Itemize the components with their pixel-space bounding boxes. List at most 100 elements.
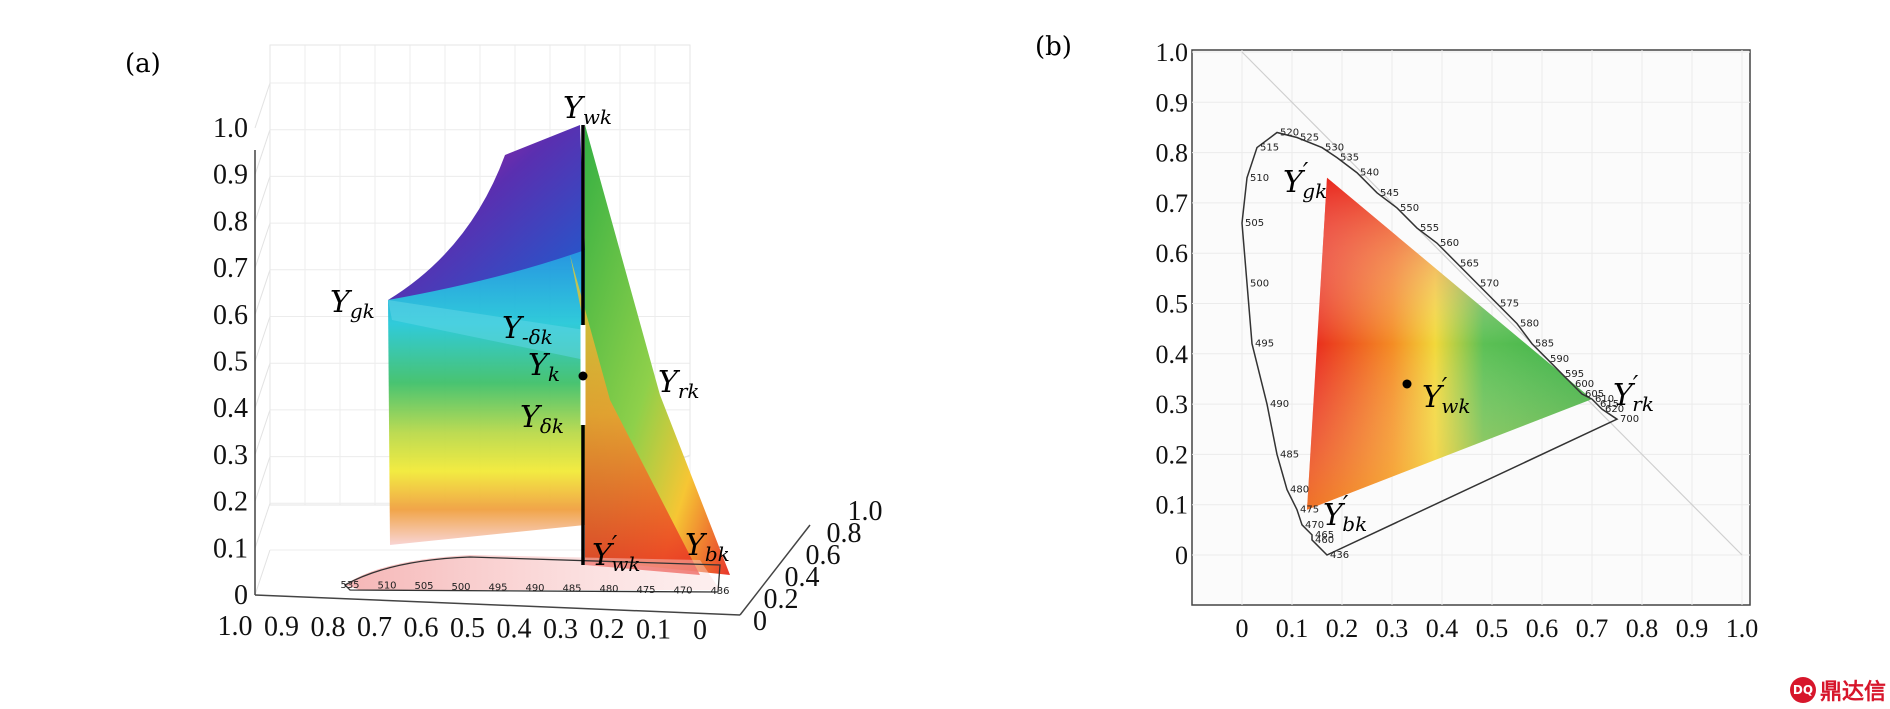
panel-a-y-tick-label: 0 [753, 606, 767, 637]
panel-b-x-tick-label: 0 [1236, 614, 1249, 643]
panel-a-x-tick-label: 0.3 [543, 614, 578, 645]
label-Yrk: Yrk [658, 365, 700, 403]
panel-a-grid-line [254, 503, 271, 549]
panel-a-y-tick-label: 0.8 [827, 518, 862, 549]
locus-wavelength-label: 495 [1255, 339, 1274, 350]
point-Yk [578, 371, 588, 381]
label-Ygk: Ygk [330, 285, 375, 323]
label-Ybk: Ybk [685, 528, 730, 566]
panel-a-z-tick-label: 0.3 [213, 440, 248, 471]
panel-b-x-ticks: 0 0.1 0.2 0.3 0.4 0.5 0.6 0.7 0.8 0.9 1.0 [1236, 614, 1759, 643]
locus-wavelength-label: 620 [1605, 404, 1624, 415]
panel-b-y-tick-label: 0.9 [1156, 88, 1189, 117]
panel-b-x-tick-label: 0.6 [1526, 614, 1559, 643]
locus-wavelength-label: 525 [1300, 133, 1319, 144]
locus-wavelength-label: 585 [1535, 339, 1554, 350]
panel-a-x-axis [254, 594, 741, 616]
locus-wavelength-label: 600 [1575, 379, 1594, 390]
panel-b-label: (b) [1035, 32, 1072, 62]
label-Yk: Yk [528, 348, 560, 386]
panel-a-x-ticks: 1.0 0.9 0.8 0.7 0.6 0.5 0.4 0.3 0.2 0.1 0 [218, 611, 708, 646]
panel-b-y-tick-label: 0.2 [1156, 440, 1189, 469]
panel-b-x-tick-label: 0.8 [1626, 614, 1659, 643]
locus-wavelength-label: 515 [1260, 143, 1279, 154]
locus-wavelength-label: 545 [1380, 188, 1399, 199]
panel-a-wavelength-label: 500 [451, 582, 470, 593]
panel-a-y-tick-label: 1.0 [848, 496, 883, 527]
locus-wavelength-label: 610 [1595, 394, 1614, 405]
panel-a-grid-line [254, 363, 271, 409]
panel-a-wavelength-labels: 535 510 505 500 495 490 485 480 475 470 436 [340, 580, 729, 597]
panel-a-grid-line [254, 549, 271, 596]
locus-wavelength-label: 575 [1500, 299, 1519, 310]
locus-wavelength-label: 560 [1440, 238, 1459, 249]
label-Ywk: Ywk [563, 91, 612, 129]
label-Yrk-prime: Y′ rk [1613, 371, 1654, 416]
panel-b-y-tick-label: 0.7 [1156, 189, 1189, 218]
panel-a-x-tick-label: 0.1 [636, 615, 671, 646]
panel-b-y-ticks: 0 0.1 0.2 0.3 0.4 0.5 0.6 0.7 0.8 0.9 1.0 [1156, 38, 1189, 570]
panel-a-y-ticks: 00.20.40.60.81.0 [753, 496, 883, 637]
locus-wavelength-label: 480 [1290, 485, 1309, 496]
panel-b-x-tick-label: 0.9 [1676, 614, 1709, 643]
panel-b-y-tick-label: 0.4 [1156, 340, 1189, 369]
panel-a-wavelength-label: 480 [599, 584, 618, 595]
surface-magenta-face [388, 125, 585, 300]
locus-wavelength-label: 436 [1330, 550, 1349, 561]
locus-wavelength-label: 615 [1600, 399, 1619, 410]
panel-b-x-tick-label: 0.5 [1476, 614, 1509, 643]
locus-wavelength-label: 475 [1300, 505, 1319, 516]
panel-a-wavelength-label: 505 [414, 581, 433, 592]
panel-b-y-tick-label: 0.6 [1156, 239, 1189, 268]
panel-a-z-tick-label: 0.6 [213, 300, 248, 331]
panel-b-y-tick-label: 0.8 [1156, 139, 1189, 168]
locus-wavelength-label: 550 [1400, 203, 1419, 214]
panel-a-wavelength-label: 436 [710, 586, 729, 597]
panel-a-x-tick-label: 0.8 [311, 612, 346, 643]
panel-a-grid-line [254, 222, 271, 269]
panel-a-grid-line [254, 456, 271, 502]
locus-wavelength-label: 590 [1550, 354, 1569, 365]
panel-a-x-tick-label: 1.0 [218, 611, 253, 642]
locus-wavelength-label: 535 [1340, 153, 1359, 164]
panel-b-x-tick-label: 1.0 [1726, 614, 1759, 643]
panel-a-wavelength-label: 475 [636, 585, 655, 596]
panel-a-x-tick-label: 0.7 [357, 612, 392, 643]
panel-b-diagonal-line [1241, 51, 1743, 556]
locus-wavelength-label: 465 [1315, 530, 1334, 541]
label-Ybk-prime: Y′ bk [1323, 491, 1367, 536]
panel-b-x-tick-label: 0.4 [1426, 614, 1459, 643]
locus-wavelength-label: 460 [1315, 535, 1334, 546]
panel-a-grid-line [254, 316, 271, 362]
panel-a-grid-line [254, 269, 271, 315]
panel-b-x-tick-label: 0.3 [1376, 614, 1409, 643]
panel-a-wavelength-label: 535 [340, 580, 359, 591]
panel-a-label: (a) [125, 49, 161, 79]
surface-cyan-band [388, 300, 585, 360]
panel-a-3d-plot: 0 0.1 0.2 0.3 0.4 0.5 0.6 0.7 0.8 0.9 1.0 1.0 0.9 0.… [125, 44, 883, 646]
panel-a-z-tick-label: 1.0 [213, 113, 248, 144]
logo-text: 鼎达信 [1819, 680, 1886, 705]
panel-a-y-tick-label: 0.2 [764, 584, 799, 615]
locus-wavelength-label: 540 [1360, 168, 1379, 179]
locus-wavelength-label: 605 [1585, 389, 1604, 400]
panel-a-grid-line [254, 409, 271, 456]
locus-wavelength-label: 595 [1565, 369, 1584, 380]
panel-a-x-tick-label: 0 [693, 615, 707, 646]
surface-orange-face [570, 255, 700, 575]
locus-wavelength-label: 570 [1480, 278, 1499, 289]
panel-a-y-tick-label: 0.4 [785, 562, 820, 593]
panel-a-z-tick-label: 0.9 [213, 160, 248, 191]
panel-a-x-tick-label: 0.6 [404, 613, 439, 644]
panel-a-x-tick-label: 0.9 [264, 611, 299, 642]
panel-b-y-tick-label: 0.5 [1156, 290, 1189, 319]
panel-a-z-tick-label: 0 [234, 580, 248, 611]
panel-a-y-tick-label: 0.6 [806, 540, 841, 571]
locus-wavelength-label: 470 [1305, 520, 1324, 531]
panel-a-z-tick-label: 0.5 [213, 347, 248, 378]
panel-a-z-ticks: 0 0.1 0.2 0.3 0.4 0.5 0.6 0.7 0.8 0.9 1.0 [213, 113, 248, 611]
panel-b-spectral-locus [1241, 131, 1619, 556]
panel-b-y-tick-label: 0 [1175, 541, 1188, 570]
panel-a-z-tick-label: 0.7 [213, 253, 248, 284]
